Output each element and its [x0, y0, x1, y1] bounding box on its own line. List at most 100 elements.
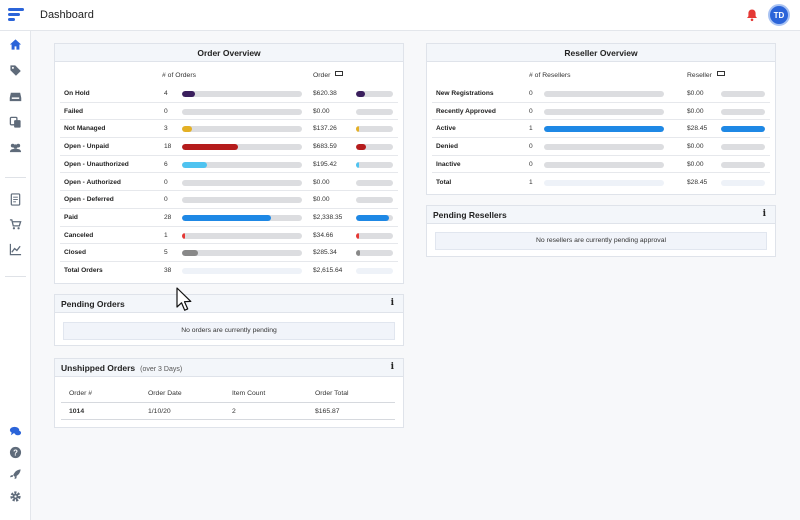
row-label: Open - Authorized	[64, 178, 121, 186]
amount-progress-bar	[356, 214, 393, 221]
table-row[interactable]: Denied 0 $0.00	[432, 138, 770, 156]
row-amount: $34.66	[313, 231, 334, 239]
row-count: 0	[529, 107, 533, 115]
unshipped-orders-title: Unshipped Orders (over 3 Days)	[61, 363, 183, 373]
total-row: Total Orders 38 $2,615.64	[60, 262, 398, 280]
resellers-count-column-header: # of Resellers	[529, 72, 571, 79]
table-row[interactable]: On Hold 4 $620.38	[60, 85, 398, 103]
row-label: New Registrations	[436, 90, 494, 97]
unshipped-orders-header: Unshipped Orders (over 3 Days) i	[55, 359, 403, 377]
table-row[interactable]: Closed 5 $285.34	[60, 244, 398, 262]
row-amount: $28.45	[687, 178, 708, 186]
count-progress-fill	[544, 126, 664, 133]
money-icon	[716, 71, 725, 76]
table-row[interactable]: Open - Deferred 0 $0.00	[60, 191, 398, 209]
row-label: On Hold	[64, 90, 90, 97]
row-label: Open - Unauthorized	[64, 160, 129, 168]
document-icon[interactable]	[7, 191, 24, 208]
row-amount: $0.00	[313, 196, 330, 204]
count-progress-fill	[182, 91, 195, 97]
table-row[interactable]: Inactive 0 $0.00	[432, 156, 770, 174]
users-icon[interactable]	[7, 139, 24, 156]
count-progress-bar	[182, 161, 302, 168]
gear-icon[interactable]	[7, 488, 24, 505]
app-logo-icon[interactable]	[8, 7, 24, 23]
row-amount: $137.26	[313, 125, 337, 133]
table-row[interactable]: Recently Approved 0 $0.00	[432, 103, 770, 121]
order-number-cell[interactable]: 1014	[69, 408, 85, 415]
unshipped-orders-panel: Unshipped Orders (over 3 Days) i Order # …	[54, 358, 404, 428]
order-date-column-header: Order Date	[148, 390, 182, 397]
amount-progress-fill	[356, 214, 389, 221]
row-amount: $0.00	[313, 107, 330, 115]
amount-progress-bar	[356, 144, 393, 151]
amount-progress-bar	[356, 197, 393, 204]
row-label: Paid	[64, 213, 78, 221]
chat-icon[interactable]	[7, 423, 24, 440]
row-count: 0	[164, 178, 168, 186]
order-overview-title: Order Overview	[55, 44, 403, 62]
count-progress-fill	[182, 126, 192, 133]
pending-orders-empty-message: No orders are currently pending	[63, 322, 395, 340]
amount-progress-bar	[721, 161, 765, 168]
notification-bell-icon[interactable]	[745, 8, 759, 22]
copy-icon[interactable]	[7, 114, 24, 131]
row-label: Not Managed	[64, 125, 106, 133]
count-progress-bar	[182, 179, 302, 186]
unshipped-orders-subtitle: (over 3 Days)	[140, 366, 183, 373]
row-amount: $195.42	[313, 160, 337, 168]
pending-orders-header: Pending Orders i	[55, 295, 403, 313]
count-progress-bar	[544, 161, 664, 168]
amount-progress-fill	[356, 250, 361, 257]
row-count: 28	[164, 213, 172, 221]
info-icon[interactable]: i	[390, 362, 394, 372]
table-row[interactable]: Open - Unauthorized 6 $195.42	[60, 156, 398, 174]
row-count: 0	[529, 143, 533, 151]
help-icon[interactable]: ?	[7, 444, 24, 461]
mouse-cursor-icon	[176, 287, 194, 313]
order-overview-panel: Order Overview # of Orders Order On Hold…	[54, 43, 404, 284]
row-amount: $0.00	[687, 107, 704, 115]
row-label: Failed	[64, 107, 84, 115]
user-avatar[interactable]: TD	[768, 4, 790, 26]
table-row[interactable]: Failed 0 $0.00	[60, 103, 398, 121]
table-row[interactable]: Canceled 1 $34.66	[60, 227, 398, 245]
inbox-icon[interactable]	[7, 88, 24, 105]
amount-progress-bar	[721, 126, 765, 133]
table-row[interactable]: Open - Authorized 0 $0.00	[60, 174, 398, 192]
home-icon[interactable]	[7, 36, 24, 53]
count-progress-bar	[182, 214, 302, 221]
table-row[interactable]: 1014 1/10/20 2 $165.87	[61, 404, 395, 420]
row-count: 1	[529, 125, 533, 133]
count-progress-bar	[182, 232, 302, 239]
cart-icon[interactable]	[7, 216, 24, 233]
row-amount: $620.38	[313, 90, 337, 97]
amount-progress-bar	[356, 250, 393, 257]
page-title: Dashboard	[40, 9, 94, 21]
rocket-icon[interactable]	[7, 466, 24, 483]
top-bar: Dashboard TD	[0, 0, 800, 31]
table-row[interactable]: Open - Unpaid 18 $683.59	[60, 138, 398, 156]
count-progress-bar	[544, 126, 664, 133]
table-row[interactable]: Active 1 $28.45	[432, 120, 770, 139]
amount-progress-fill	[356, 161, 359, 168]
count-progress-fill	[182, 161, 208, 168]
count-progress-bar	[544, 144, 664, 151]
amount-progress-bar	[721, 91, 765, 97]
info-icon[interactable]: i	[390, 298, 394, 308]
tag-icon[interactable]	[7, 62, 24, 79]
table-row[interactable]: Paid 28 $2,338.35	[60, 209, 398, 227]
info-icon[interactable]: i	[762, 209, 766, 219]
amount-progress-bar	[356, 232, 393, 239]
row-count: 1	[529, 178, 533, 186]
amount-progress-fill	[356, 91, 365, 97]
table-row[interactable]: Not Managed 3 $137.26	[60, 120, 398, 139]
row-label: Total	[436, 178, 452, 186]
amount-progress-fill	[356, 144, 366, 151]
amount-progress-bar	[721, 144, 765, 151]
count-progress-fill	[182, 232, 186, 239]
table-row[interactable]: New Registrations 0 $0.00	[432, 85, 770, 103]
row-label: Open - Deferred	[64, 196, 114, 204]
amount-progress-fill	[356, 126, 359, 133]
chart-icon[interactable]	[7, 241, 24, 258]
